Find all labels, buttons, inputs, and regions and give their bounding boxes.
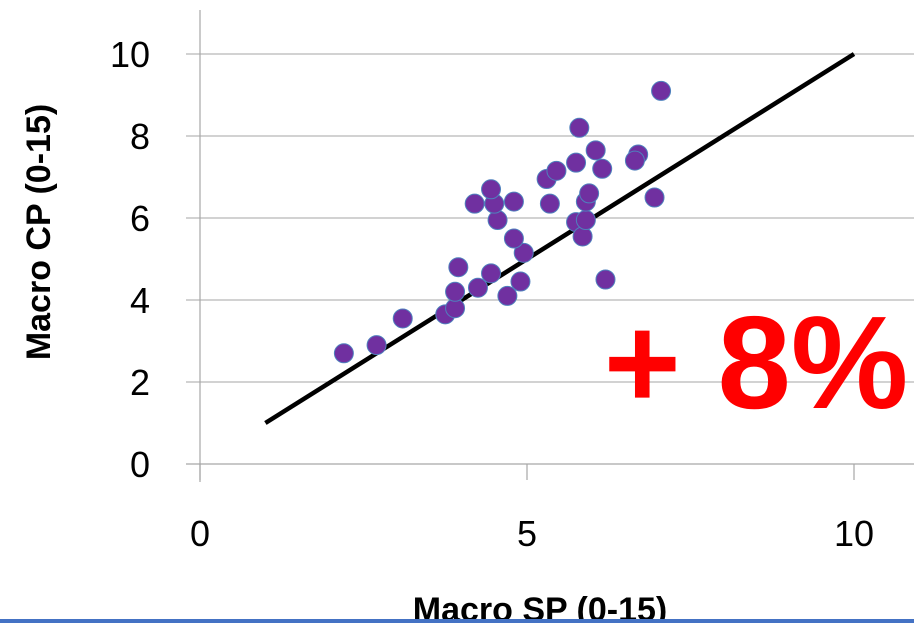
- data-point: [503, 228, 524, 249]
- y-tick-label: 0: [130, 444, 150, 485]
- data-point: [566, 152, 587, 173]
- axes: [186, 10, 914, 482]
- tick-labels: 0 2 4 6 8 10 0 5 10: [110, 34, 874, 554]
- x-tick-label: 5: [517, 513, 537, 554]
- data-points: [333, 80, 672, 364]
- data-point: [595, 269, 616, 290]
- data-point: [569, 117, 590, 138]
- x-axis-title: Macro SP (0-15): [413, 591, 667, 623]
- data-point: [333, 343, 354, 364]
- data-point: [513, 242, 534, 263]
- data-point: [572, 226, 593, 247]
- data-point: [539, 193, 560, 214]
- data-point: [392, 308, 413, 329]
- data-point: [579, 183, 600, 204]
- y-tick-label: 6: [130, 198, 150, 239]
- reference-line: [264, 52, 856, 425]
- data-point: [592, 158, 613, 179]
- y-tick-label: 4: [130, 280, 150, 321]
- data-point: [624, 150, 645, 171]
- data-point: [585, 140, 606, 161]
- data-point: [487, 210, 508, 231]
- data-point: [546, 160, 567, 181]
- data-point: [445, 281, 466, 302]
- bottom-border: [0, 619, 914, 623]
- data-point: [503, 191, 524, 212]
- data-point: [497, 285, 518, 306]
- data-point: [467, 277, 488, 298]
- data-point: [481, 263, 502, 284]
- data-point: [366, 335, 387, 356]
- x-tick-label: 0: [190, 513, 210, 554]
- y-tick-label: 2: [130, 362, 150, 403]
- data-point: [575, 210, 596, 231]
- data-point: [644, 187, 665, 208]
- x-tick-label: 10: [834, 513, 874, 554]
- data-point: [510, 271, 531, 292]
- data-point: [481, 179, 502, 200]
- gridlines: [186, 53, 914, 383]
- percent-annotation: + 8%: [604, 289, 909, 436]
- y-axis-title: Macro CP (0-15): [20, 104, 58, 360]
- data-point: [651, 80, 672, 101]
- y-tick-label: 10: [110, 34, 150, 75]
- data-point: [448, 257, 469, 278]
- data-point: [464, 193, 485, 214]
- diagonal-line: [264, 52, 856, 425]
- y-tick-label: 8: [130, 116, 150, 157]
